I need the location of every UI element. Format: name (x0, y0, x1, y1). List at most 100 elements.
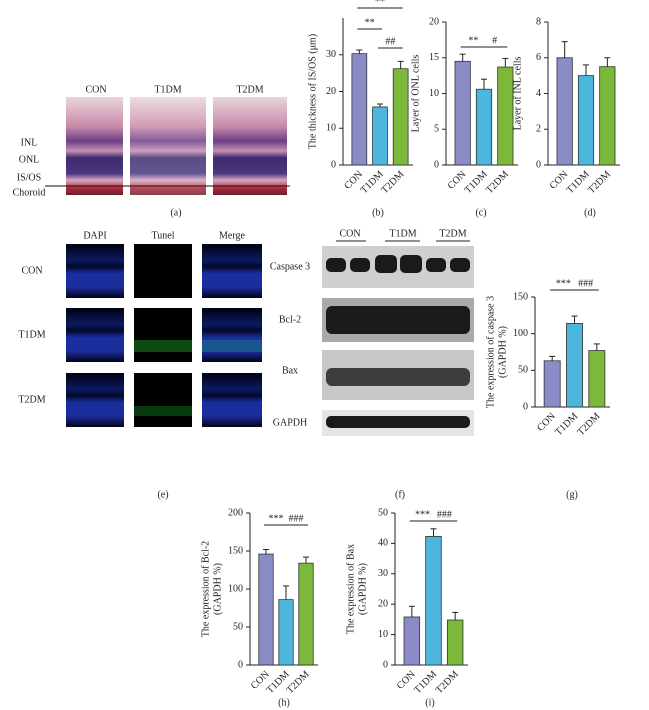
blot-band (326, 306, 470, 334)
y-tick-label: 10 (378, 629, 388, 640)
bar (577, 75, 595, 166)
panel-label: (d) (584, 207, 596, 218)
group-label: T2DM (439, 228, 466, 239)
x-tick-label: T2DM (576, 411, 603, 438)
significance-label: *** (556, 278, 571, 289)
y-tick-label: 20 (378, 598, 388, 609)
significance-label: # (492, 35, 497, 46)
y-axis-title: The expression of Bax (345, 544, 356, 634)
histology-image (213, 97, 287, 195)
micrograph (134, 308, 192, 362)
bar (392, 68, 409, 166)
x-tick-label: T2DM (379, 169, 406, 196)
panel-label: (i) (425, 697, 434, 708)
bar (298, 562, 314, 666)
blot-band (426, 258, 446, 272)
y-tick-label: 100 (228, 583, 243, 594)
panel-f-blots (322, 240, 474, 436)
blot-band (350, 258, 370, 272)
bar (543, 360, 561, 408)
significance-label: ** (365, 17, 375, 28)
x-tick-label: T2DM (285, 669, 312, 696)
x-tick-label: T2DM (484, 169, 511, 196)
significance-label: ** (375, 0, 385, 7)
blot-band (326, 368, 470, 386)
protein-label: GAPDH (273, 417, 307, 428)
row-label: T1DM (18, 329, 45, 340)
y-tick-label: 0 (383, 659, 388, 670)
x-tick-label: T1DM (463, 169, 490, 196)
blot-band (326, 416, 470, 428)
y-tick-label: 150 (513, 291, 528, 302)
y-tick-label: 2 (536, 124, 541, 135)
panel-e-images (66, 244, 262, 427)
y-tick-label: 200 (228, 507, 243, 518)
protein-label: Caspase 3 (270, 261, 310, 272)
layer-label: Choroid (13, 187, 46, 198)
y-tick-label: 0 (331, 159, 336, 170)
bar (454, 60, 471, 166)
micrograph (134, 373, 192, 427)
layer-label: INL (21, 137, 38, 148)
y-tick-label: 20 (326, 86, 336, 97)
panel-label: (f) (395, 489, 405, 500)
significance-label: *** (415, 509, 430, 520)
x-tick-label: T2DM (434, 669, 461, 696)
y-axis-title: (GAPDH %) (212, 563, 223, 615)
column-label: Tunel (152, 230, 175, 241)
blot-band (326, 258, 346, 272)
y-axis-title: The expression of Bcl-2 (200, 541, 211, 637)
panel-label: (e) (157, 489, 168, 500)
blot-band (375, 255, 397, 273)
panel-label: (a) (170, 207, 181, 218)
bar (258, 553, 274, 666)
bar (599, 66, 616, 166)
row-label: CON (21, 265, 42, 276)
column-label: T1DM (154, 84, 181, 95)
x-tick-label: T1DM (565, 169, 592, 196)
tunel-signal (134, 340, 192, 352)
y-tick-label: 10 (429, 88, 439, 99)
y-tick-label: 5 (434, 124, 439, 135)
y-axis-title: (GAPDH %) (357, 563, 368, 615)
histology-image (66, 97, 123, 195)
micrograph (202, 244, 262, 298)
micrograph (134, 244, 192, 298)
micrograph (66, 244, 124, 298)
y-tick-label: 8 (536, 16, 541, 27)
y-tick-label: 15 (429, 52, 439, 63)
protein-label: Bcl-2 (279, 314, 301, 325)
group-label: CON (339, 228, 360, 239)
panel-label: (c) (475, 207, 486, 218)
x-tick-label: T1DM (553, 411, 580, 438)
y-tick-label: 10 (326, 123, 336, 134)
y-tick-label: 0 (434, 159, 439, 170)
y-axis-title: The thickness of IS/OS (μm) (307, 34, 318, 149)
significance-label: ### (437, 509, 452, 520)
y-tick-label: 100 (513, 328, 528, 339)
bar (446, 619, 464, 666)
panel-label: (h) (278, 697, 290, 708)
panel-label: (g) (566, 489, 578, 500)
y-tick-label: 0 (238, 659, 243, 670)
y-axis-title: Layer of ONL cells (410, 55, 421, 133)
protein-label: Bax (282, 365, 298, 376)
bar (372, 106, 388, 166)
layer-label: IS/OS (17, 172, 41, 183)
y-tick-label: 6 (536, 52, 541, 63)
micrograph (66, 308, 124, 362)
micrograph (202, 373, 262, 427)
column-label: Merge (219, 230, 245, 241)
panel-a-images (45, 97, 290, 195)
bar (403, 616, 421, 666)
panel-label: (b) (372, 207, 384, 218)
significance-label: ### (289, 513, 304, 524)
bar (351, 53, 368, 166)
y-tick-label: 150 (228, 545, 243, 556)
blot-strip (322, 246, 474, 288)
x-tick-label: T1DM (412, 669, 439, 696)
y-tick-label: 50 (518, 365, 528, 376)
tunel-signal (202, 340, 262, 352)
